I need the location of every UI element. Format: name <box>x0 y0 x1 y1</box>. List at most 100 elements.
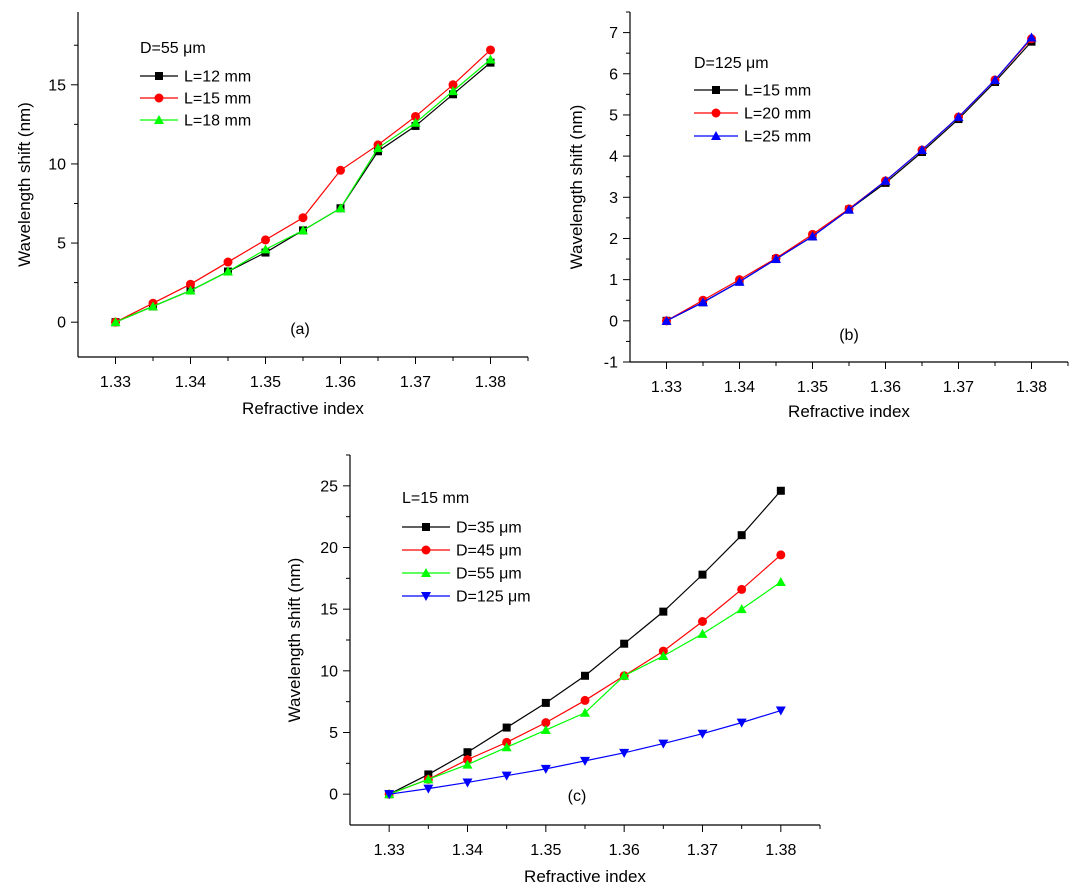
legend-swatch-marker <box>711 131 721 140</box>
data-point <box>776 486 785 495</box>
series-l-18-mm <box>110 54 496 327</box>
y-tick-label: 5 <box>57 236 66 253</box>
x-axis-title: Refractive index <box>788 402 910 421</box>
data-point <box>411 111 420 121</box>
legend-swatch-marker <box>154 93 164 103</box>
legend-swatch-marker <box>421 545 431 555</box>
data-point <box>658 739 669 749</box>
data-point <box>185 285 196 295</box>
legend-item-d-125-um: D=125 μm <box>456 589 531 606</box>
x-tick-label: 1.33 <box>100 374 131 391</box>
x-tick-label: 1.34 <box>452 842 483 859</box>
y-tick-label: 4 <box>609 149 618 166</box>
series-d-55-um <box>384 577 786 799</box>
data-point <box>580 756 590 766</box>
legend-title: D=125 μm <box>694 55 769 72</box>
data-point <box>410 117 421 127</box>
x-tick-label: 1.34 <box>724 379 755 396</box>
y-tick-label: 0 <box>329 787 338 804</box>
data-point <box>501 742 512 752</box>
x-tick-label: 1.36 <box>325 374 356 391</box>
x-tick-label: 1.33 <box>374 842 405 859</box>
data-point <box>737 531 746 540</box>
y-axis-title: Wavelength shift (nm) <box>285 558 304 723</box>
legend-swatch-marker <box>155 72 163 80</box>
data-point <box>423 774 434 784</box>
legend-item-d-35-um: D=35 μm <box>456 520 522 537</box>
legend-swatch-marker <box>711 108 721 118</box>
y-tick-label: 1 <box>609 272 618 289</box>
x-tick-label: 1.38 <box>1016 379 1047 396</box>
data-point <box>540 764 551 774</box>
data-point <box>771 254 781 264</box>
y-tick-label: 0 <box>609 313 618 330</box>
data-point <box>298 213 308 223</box>
data-point <box>223 257 233 267</box>
data-point <box>659 607 668 616</box>
y-tick-label: -1 <box>604 355 618 372</box>
data-point <box>486 45 495 55</box>
legend-item-d-55-um: D=55 μm <box>456 566 522 583</box>
series-d-125-um <box>384 706 786 800</box>
x-tick-label: 1.35 <box>530 842 561 859</box>
y-axis-title: Wavelength shift (nm) <box>567 105 586 270</box>
x-tick-label: 1.38 <box>765 842 796 859</box>
legend: L=15 mm D=35 μm D=45 μm D=55 μm D=125 μm <box>402 490 531 606</box>
data-point <box>501 771 512 781</box>
data-point <box>223 266 233 276</box>
series-line <box>666 38 1032 322</box>
data-point <box>619 748 630 758</box>
data-point <box>462 778 473 788</box>
series-line <box>666 41 1032 322</box>
chart-panel-c: 1.33 1.34 1.35 1.36 1.37 1.38 0 5 10 15 20 25 Refrac… <box>285 454 821 886</box>
data-point <box>775 577 786 587</box>
series-line <box>115 59 491 323</box>
data-point <box>298 225 308 235</box>
data-point <box>260 244 271 254</box>
data-point <box>580 695 590 705</box>
data-point <box>373 143 383 153</box>
series-l-15-mm <box>662 37 1036 325</box>
y-tick-label: 15 <box>48 77 66 94</box>
data-point <box>775 706 786 716</box>
data-point <box>448 86 458 96</box>
x-axis-title: Refractive index <box>242 399 364 418</box>
data-point <box>620 639 629 648</box>
data-point <box>917 144 927 154</box>
data-point <box>697 628 708 638</box>
x-tick-label: 1.38 <box>475 374 506 391</box>
x-tick-label: 1.37 <box>400 374 431 391</box>
legend-swatch-marker <box>421 568 431 577</box>
y-tick-label: 10 <box>48 156 66 173</box>
x-axis-title: Refractive index <box>524 867 646 886</box>
legend-swatch-marker <box>421 592 431 601</box>
data-point <box>734 276 745 286</box>
series-line <box>388 490 782 795</box>
data-point <box>698 297 708 307</box>
data-point <box>736 718 747 728</box>
data-point <box>384 790 395 800</box>
y-tick-label: 25 <box>320 478 338 495</box>
series-line <box>666 37 1032 322</box>
y-tick-label: 5 <box>329 725 338 742</box>
data-point <box>463 748 472 757</box>
data-point <box>619 670 630 680</box>
data-point <box>448 80 458 90</box>
panel-label: (b) <box>839 327 859 344</box>
x-tick-label: 1.36 <box>609 842 640 859</box>
legend-item-l-25-mm: L=25 mm <box>744 129 811 146</box>
legend-title: L=15 mm <box>402 490 469 507</box>
y-tick-label: 10 <box>320 663 338 680</box>
chart-panel-b: 1.33 1.34 1.35 1.36 1.37 1.38 -1 0 1 2 3 4 5 6 7 Refrac… <box>567 11 1069 421</box>
data-point <box>776 550 786 560</box>
series-l-25-mm <box>661 32 1037 325</box>
legend-item-l-12-mm: L=12 mm <box>184 69 251 86</box>
chart-panel-a: 1.33 1.34 1.35 1.36 1.37 1.38 0 5 10 15 Refractive… <box>15 12 529 418</box>
data-point <box>990 74 1000 84</box>
legend-swatch-marker <box>154 115 164 124</box>
y-tick-label: 7 <box>609 25 618 42</box>
legend-item-d-45-um: D=45 μm <box>456 543 522 560</box>
data-point <box>698 617 707 626</box>
data-point <box>423 784 434 794</box>
legend-item-l-15-mm: L=15 mm <box>184 91 251 108</box>
